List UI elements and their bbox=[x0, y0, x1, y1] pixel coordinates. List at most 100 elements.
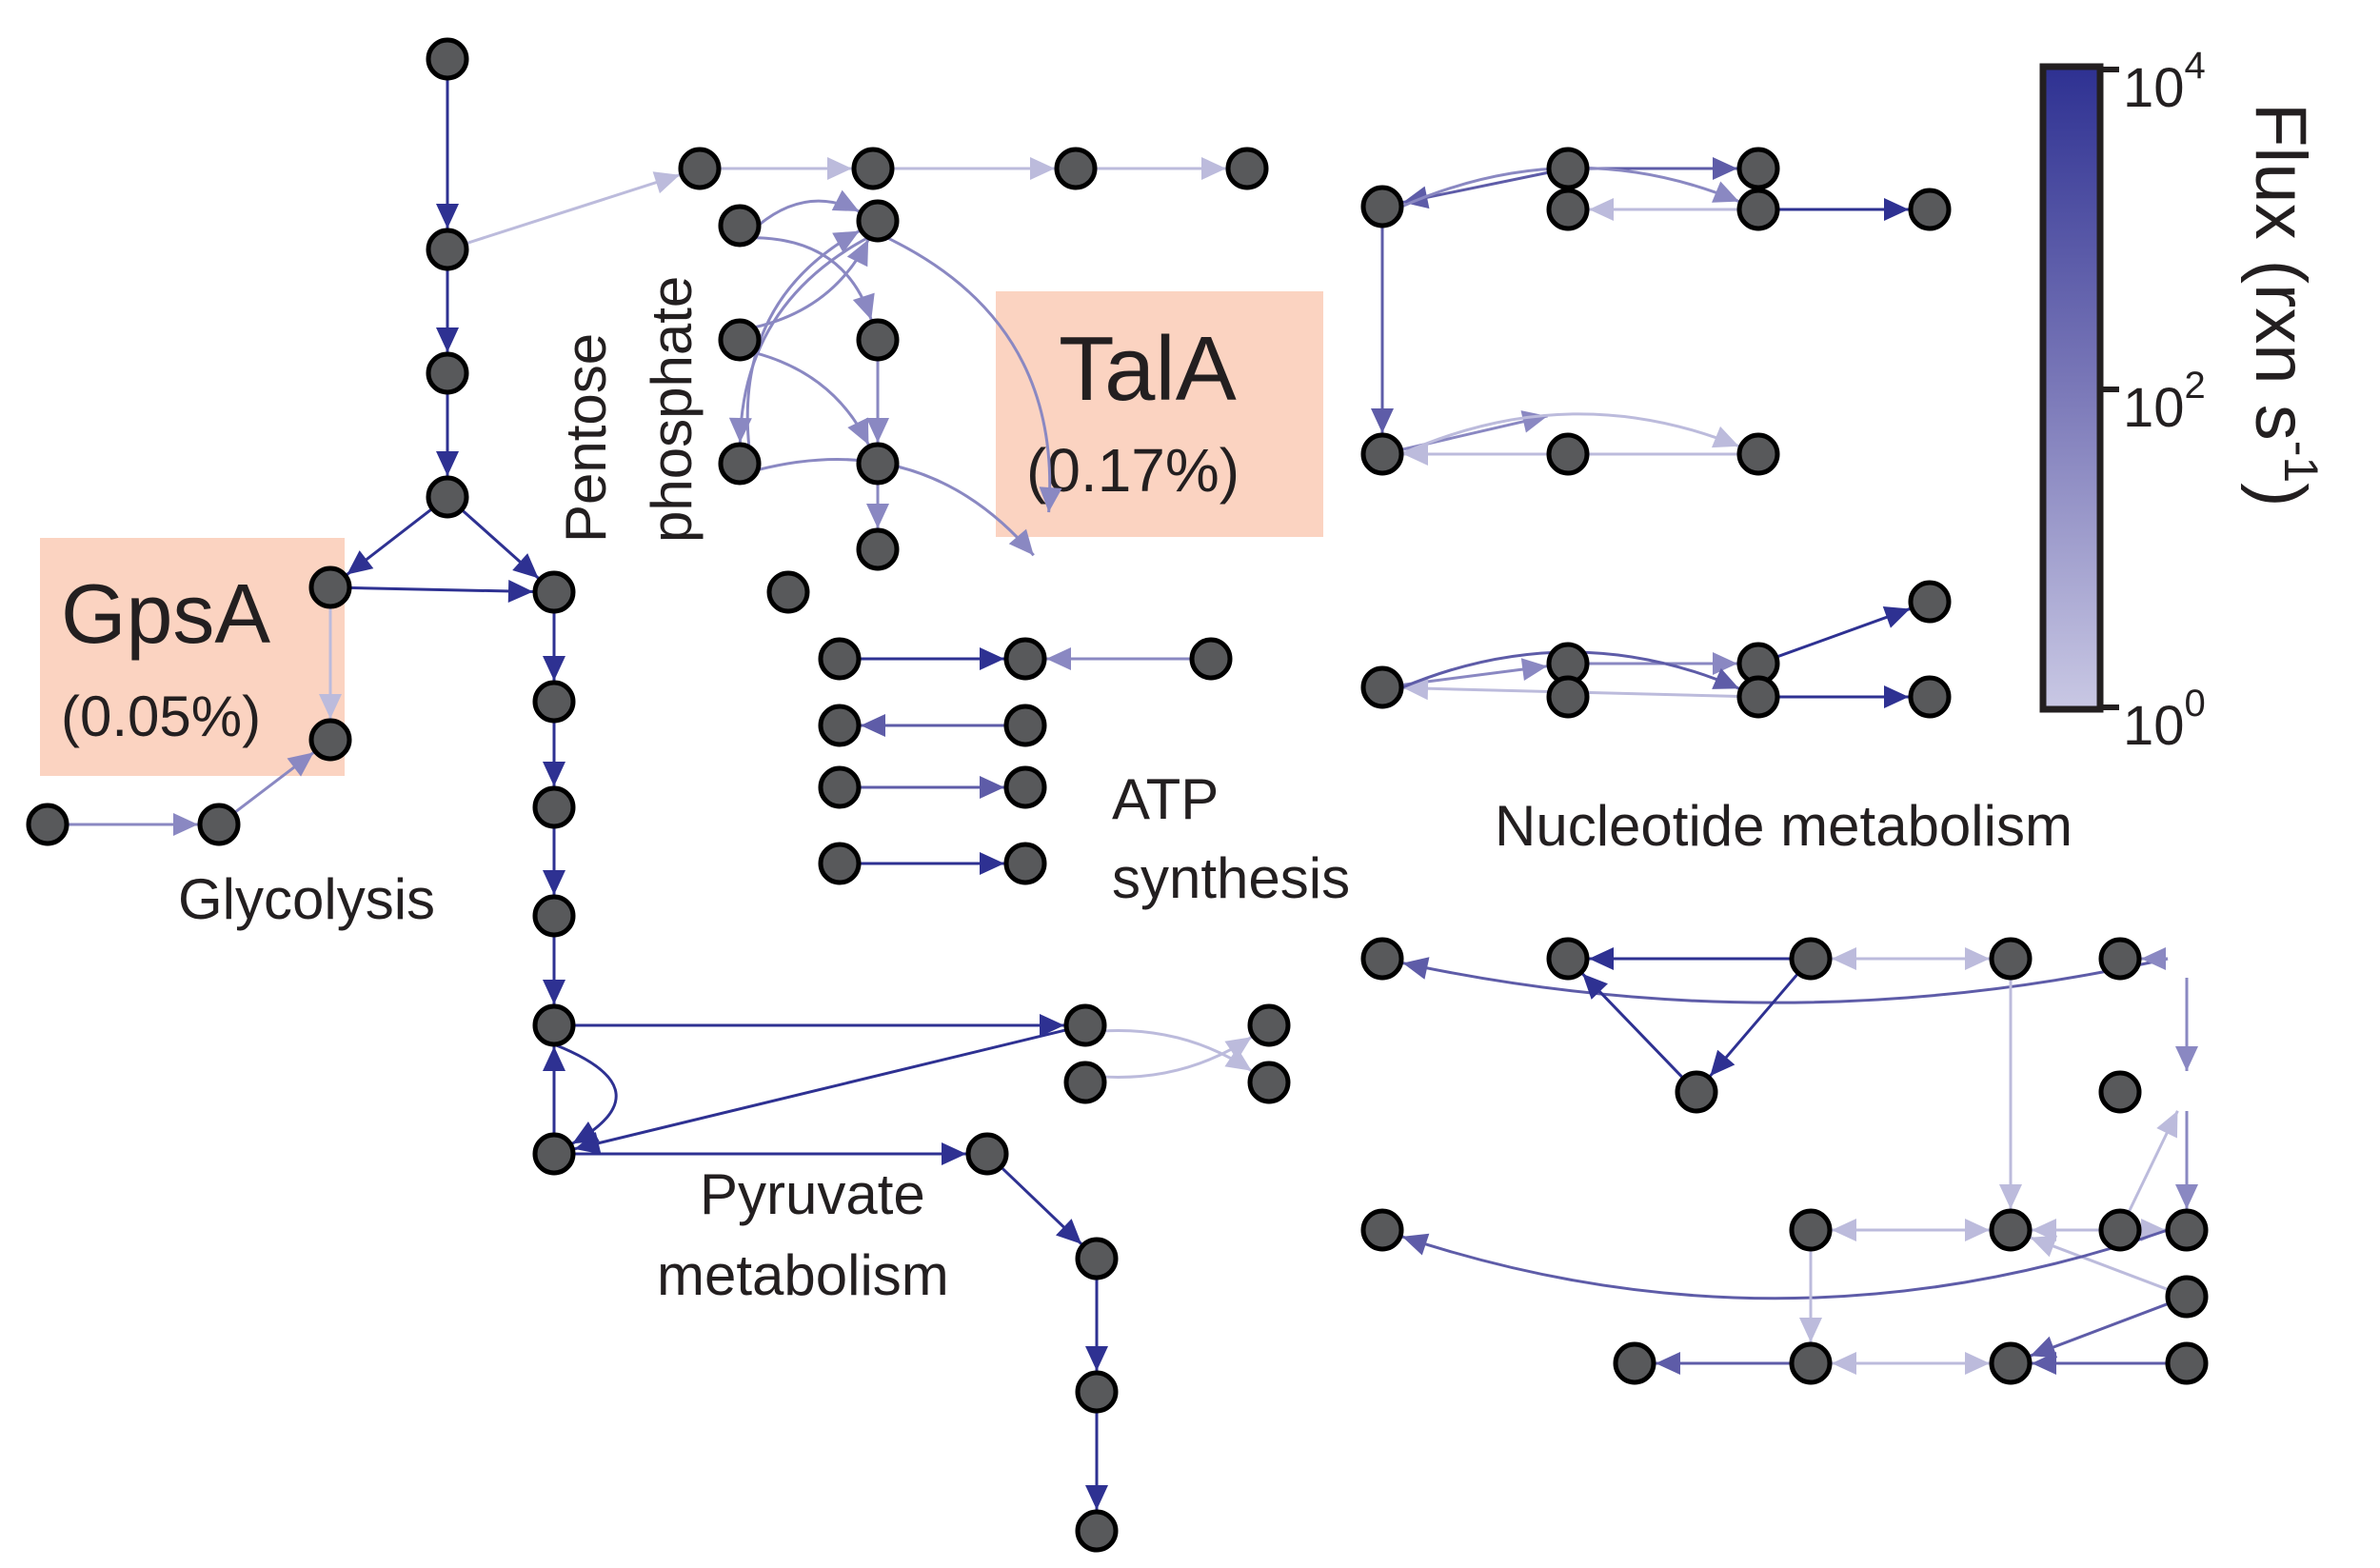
reaction-edge bbox=[753, 350, 870, 446]
metabolite-node bbox=[2165, 1208, 2209, 1252]
metabolite-node bbox=[718, 442, 762, 486]
metabolite-node bbox=[426, 37, 469, 81]
reaction-arrow-icon bbox=[436, 451, 459, 476]
metabolite-node bbox=[26, 803, 69, 846]
reaction-edge bbox=[885, 236, 1052, 513]
reaction-arrow-icon bbox=[2032, 1219, 2056, 1241]
metabolite-node bbox=[1675, 1070, 1718, 1114]
reaction-arrow-icon bbox=[980, 647, 1004, 670]
metabolite-node bbox=[818, 842, 862, 885]
reaction-arrow-icon bbox=[1008, 528, 1034, 556]
reaction-arrow-icon bbox=[2156, 1110, 2178, 1139]
reaction-arrow-icon bbox=[1056, 1219, 1082, 1244]
reaction-arrow-icon bbox=[572, 1121, 600, 1144]
reaction-edge bbox=[1400, 412, 1740, 456]
reaction-arrow-icon bbox=[652, 171, 681, 194]
metabolite-node bbox=[1989, 937, 2033, 981]
reaction-edge bbox=[757, 458, 1035, 557]
metabolite-node bbox=[1908, 675, 1952, 719]
reaction-edge bbox=[465, 173, 681, 246]
gpsa-highlight-box bbox=[40, 538, 345, 776]
metabolite-node bbox=[1189, 637, 1233, 681]
metabolite-node bbox=[426, 228, 469, 271]
metabolite-node bbox=[1736, 188, 1780, 231]
colorbar-label-1e4: 104 bbox=[2123, 45, 2206, 119]
metabolite-node bbox=[2098, 1070, 2142, 1114]
reaction-arrow-icon bbox=[1832, 1219, 1856, 1241]
reaction-arrow-icon bbox=[831, 189, 860, 212]
reaction-arrow-icon bbox=[1402, 957, 1430, 980]
colorbar-label-1e0: 100 bbox=[2123, 683, 2206, 757]
metabolite-node bbox=[426, 475, 469, 519]
reaction-arrow-icon bbox=[1520, 658, 1548, 682]
reaction-edge bbox=[1402, 957, 2169, 1004]
metabolite-node bbox=[1546, 147, 1590, 190]
reaction-arrow-icon bbox=[543, 1046, 565, 1071]
reaction-arrow-icon bbox=[1085, 1485, 1108, 1510]
tala-percent: (0.17%) bbox=[1026, 436, 1240, 505]
atp-label-line1: ATP bbox=[1112, 767, 1219, 831]
reaction-arrow-icon bbox=[1224, 1047, 1252, 1071]
reaction-arrow-icon bbox=[2032, 1352, 2056, 1375]
flux-colorbar: 104 102 100 Flux (rxn s-1) bbox=[2039, 45, 2328, 757]
reaction-arrow-icon bbox=[436, 204, 459, 228]
reaction-arrow-icon bbox=[866, 418, 889, 443]
reaction-arrow-icon bbox=[1085, 1346, 1108, 1371]
metabolite-node bbox=[856, 442, 900, 486]
metabolite-node bbox=[718, 204, 762, 248]
metabolite-node bbox=[1546, 432, 1590, 476]
metabolite-node bbox=[532, 785, 576, 829]
reaction-arrow-icon bbox=[1799, 1318, 1822, 1342]
metabolite-node bbox=[1003, 765, 1047, 809]
reaction-arrow-icon bbox=[2030, 1235, 2058, 1258]
metabolite-node bbox=[2098, 1208, 2142, 1252]
metabolite-node bbox=[1613, 1341, 1656, 1385]
reaction-arrow-icon bbox=[1046, 647, 1071, 670]
reaction-arrow-icon bbox=[832, 230, 860, 253]
reaction-arrow-icon bbox=[1712, 426, 1739, 448]
reaction-arrow-icon bbox=[1403, 443, 1428, 466]
metabolite-node bbox=[766, 570, 810, 614]
reaction-arrow-icon bbox=[287, 752, 314, 777]
gpsa-highlight: GpsA (0.05%) bbox=[40, 538, 345, 776]
reaction-arrow-icon bbox=[2175, 1184, 2198, 1209]
reaction-edge bbox=[1401, 1228, 2169, 1300]
metabolite-node bbox=[1789, 937, 1833, 981]
reaction-arrow-icon bbox=[1713, 652, 1737, 675]
metabolite-node bbox=[1546, 937, 1590, 981]
reaction-arrow-icon bbox=[1401, 1233, 1430, 1256]
metabolite-node bbox=[1075, 1237, 1119, 1280]
metabolite-node bbox=[426, 351, 469, 395]
reaction-arrow-icon bbox=[1832, 947, 1856, 970]
reaction-arrow-icon bbox=[846, 239, 869, 268]
reaction-arrow-icon bbox=[1656, 1352, 1680, 1375]
reaction-arrow-icon bbox=[436, 327, 459, 352]
reaction-edge bbox=[574, 1028, 1067, 1151]
metabolite-node bbox=[1908, 188, 1952, 231]
metabolite-node bbox=[1789, 1208, 1833, 1252]
colorbar-gradient bbox=[2039, 63, 2104, 713]
metabolite-node bbox=[532, 1003, 576, 1047]
metabolite-node bbox=[1054, 147, 1098, 190]
reaction-edge bbox=[738, 236, 869, 444]
reaction-arrow-icon bbox=[1582, 973, 1608, 1000]
reaction-arrow-icon bbox=[866, 504, 889, 528]
metabolite-node bbox=[1360, 432, 1404, 476]
reaction-arrow-icon bbox=[1030, 157, 1055, 180]
metabolite-node bbox=[718, 318, 762, 362]
metabolite-node bbox=[1003, 704, 1047, 747]
metabolite-node bbox=[1063, 1003, 1107, 1047]
reaction-arrow-icon bbox=[1201, 157, 1226, 180]
reaction-arrow-icon bbox=[543, 980, 565, 1004]
gpsa-label: GpsA bbox=[61, 566, 270, 661]
metabolite-node bbox=[532, 680, 576, 724]
reaction-edge bbox=[348, 586, 534, 594]
gpsa-percent: (0.05%) bbox=[61, 685, 261, 748]
metabolite-node bbox=[678, 147, 722, 190]
pyruvate-label-line2: metabolism bbox=[657, 1243, 949, 1307]
metabolite-node bbox=[856, 199, 900, 243]
metabolite-node bbox=[1546, 675, 1590, 719]
reaction-arrow-icon bbox=[1710, 1049, 1735, 1077]
metabolite-node bbox=[2098, 937, 2142, 981]
metabolite-node bbox=[1360, 665, 1404, 709]
